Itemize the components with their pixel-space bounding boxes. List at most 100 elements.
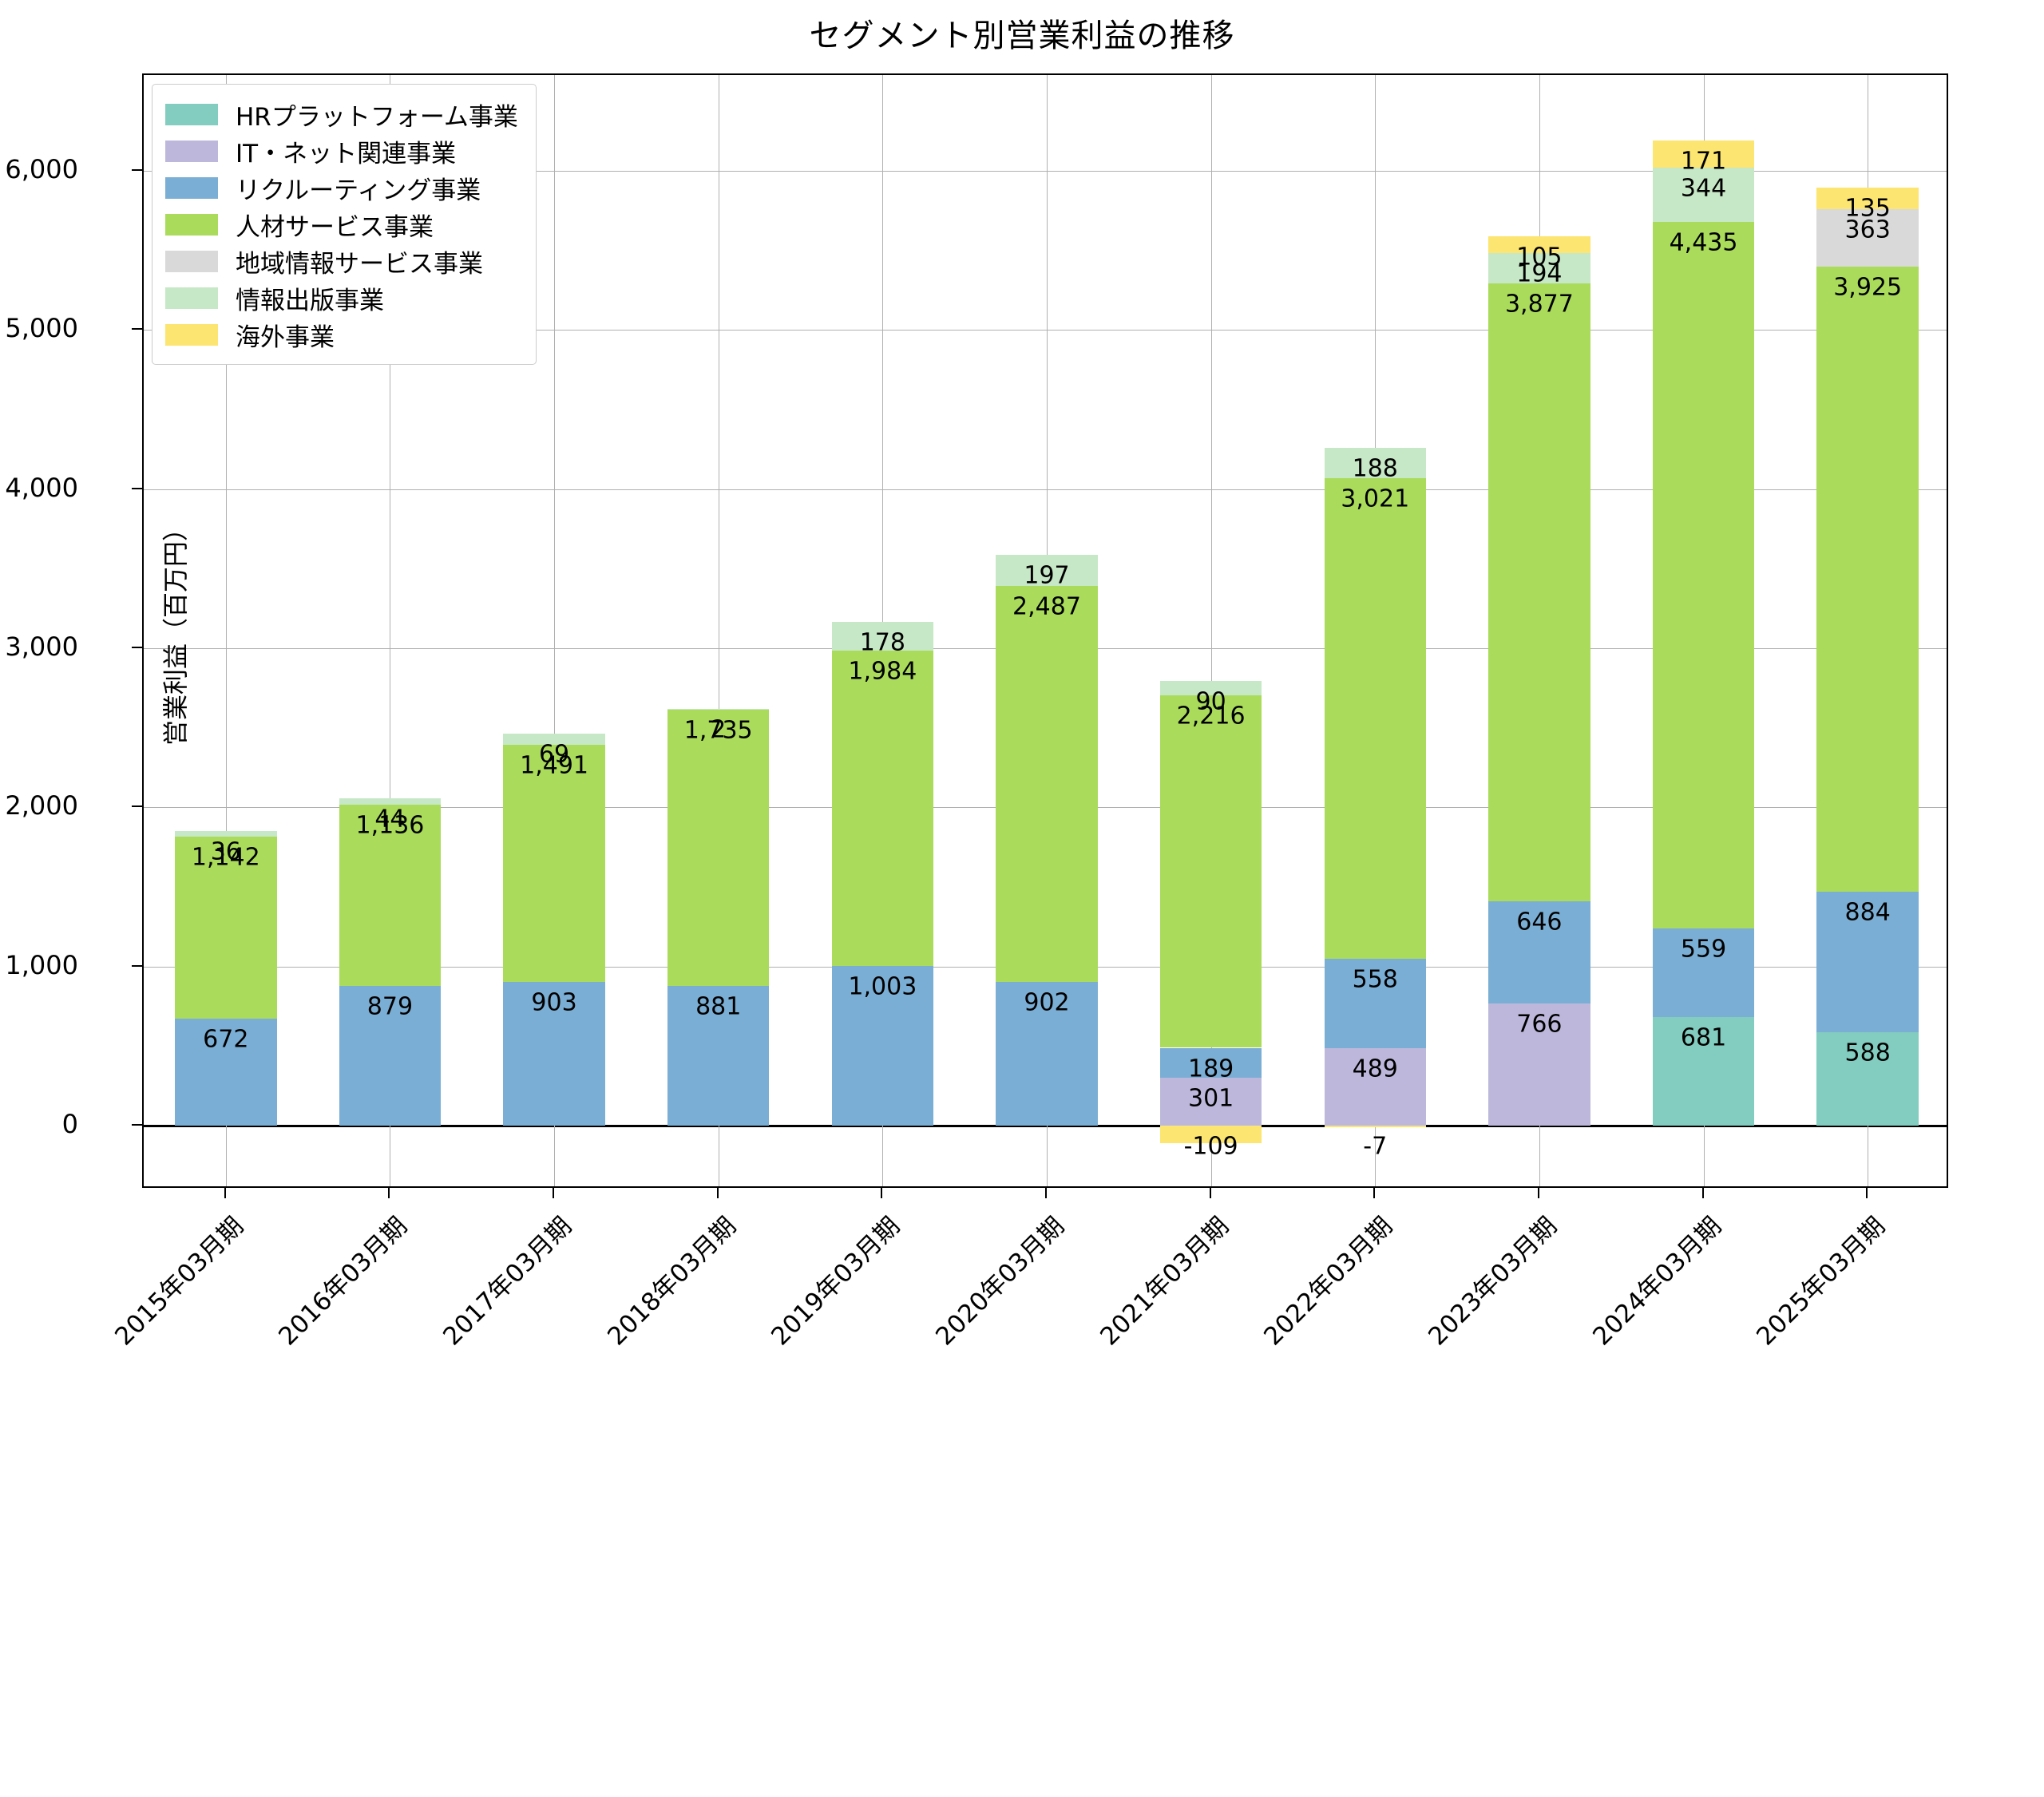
bar-segment[interactable]	[1159, 1078, 1262, 1126]
bar-group[interactable]: 489 558 3,021 188 -7	[1324, 75, 1426, 1186]
bar-group[interactable]: 301 189 2,216 90 -109	[1159, 75, 1262, 1186]
bar-segment[interactable]	[1324, 959, 1426, 1048]
bar-segment[interactable]	[1159, 1047, 1262, 1079]
bar-segment[interactable]	[1488, 900, 1590, 1004]
x-axis-tick-mark	[1373, 1188, 1376, 1198]
legend-item[interactable]: HRプラットフォーム事業	[165, 96, 518, 133]
x-axis-tick-mark	[1866, 1188, 1868, 1198]
x-axis-tick-label: 2023年03月期	[1423, 1211, 1563, 1352]
bar-segment[interactable]	[1488, 1003, 1590, 1126]
bar-segment[interactable]	[996, 555, 1098, 587]
x-axis-tick-label: 2019年03月期	[766, 1211, 906, 1352]
bar-segment[interactable]	[1652, 140, 1755, 168]
x-axis-tick-mark	[716, 1188, 719, 1198]
legend-item-label: 人材サービス事業	[236, 212, 434, 242]
bar-segment[interactable]	[996, 586, 1098, 983]
legend-item[interactable]: 海外事業	[165, 316, 518, 353]
x-axis-tick-mark	[224, 1188, 226, 1198]
bar-segment[interactable]	[831, 650, 934, 967]
page-title: セグメント別営業利益の推移	[809, 18, 1235, 54]
bar-group[interactable]: 902 2,487 197	[996, 75, 1098, 1186]
bar-value-label: -7	[1363, 1132, 1388, 1161]
bar-segment[interactable]	[667, 709, 770, 986]
x-axis-tick-label: 2020年03月期	[930, 1211, 1071, 1352]
bar-segment[interactable]	[1324, 448, 1426, 478]
bar-group[interactable]: 1,003 1,984 178	[831, 75, 934, 1186]
legend-item[interactable]: 地域情報サービス事業	[165, 243, 518, 279]
bar-segment[interactable]	[996, 982, 1098, 1126]
bar-segment[interactable]	[831, 966, 934, 1126]
bar-segment[interactable]	[1652, 928, 1755, 1018]
bar-segment[interactable]	[1488, 252, 1590, 284]
legend-color-swatch	[165, 250, 218, 272]
y-axis-tick-mark	[132, 168, 142, 171]
gridline-horizontal	[144, 489, 1947, 490]
x-axis-tick-mark	[1209, 1188, 1211, 1198]
y-axis-tick-label: 3,000	[5, 631, 78, 662]
bar-group[interactable]: 766 646 3,877 194 105	[1488, 75, 1590, 1186]
bar-segment[interactable]	[1488, 236, 1590, 253]
y-axis-tick-label: 5,000	[5, 313, 78, 344]
bar-segment[interactable]	[339, 798, 442, 805]
bar-segment[interactable]	[503, 734, 605, 745]
bar-segment[interactable]	[1652, 167, 1755, 223]
legend-color-swatch	[165, 323, 218, 346]
x-axis-tick-mark	[1701, 1188, 1704, 1198]
legend-item-label: 情報出版事業	[236, 286, 384, 315]
y-axis-tick-mark	[132, 1124, 142, 1126]
y-axis-tick-label: 1,000	[5, 949, 78, 980]
y-axis-tick-mark	[132, 646, 142, 648]
legend-item[interactable]: IT・ネット関連事業	[165, 133, 518, 169]
y-axis-tick-mark	[132, 328, 142, 331]
x-axis-tick-mark	[881, 1188, 883, 1198]
bar-segment[interactable]	[175, 837, 277, 1019]
y-axis-tick-mark	[132, 964, 142, 967]
gridline-vertical	[1210, 75, 1212, 1186]
bar-segment[interactable]	[1159, 1126, 1262, 1143]
y-axis-tick-label: 6,000	[5, 153, 78, 184]
x-axis-tick-label: 2022年03月期	[1258, 1211, 1399, 1352]
bar-segment[interactable]	[667, 709, 770, 710]
bar-group[interactable]: 588 884 3,925 363 135	[1816, 75, 1919, 1186]
y-axis-tick-label: 2,000	[5, 790, 78, 821]
bar-segment[interactable]	[1652, 222, 1755, 928]
gridline-horizontal	[144, 330, 1947, 331]
bar-segment[interactable]	[503, 982, 605, 1126]
bar-segment[interactable]	[1652, 1017, 1755, 1126]
x-axis-tick-mark	[1045, 1188, 1047, 1198]
chart-legend: HRプラットフォーム事業 IT・ネット関連事業 リクルーティング事業人材サービス事業…	[152, 84, 537, 365]
legend-item[interactable]: リクルーティング事業	[165, 169, 518, 206]
bar-segment[interactable]	[1816, 208, 1919, 267]
bar-segment[interactable]	[1324, 1047, 1426, 1126]
y-axis-label: 営業利益（百万円）	[160, 516, 191, 746]
bar-group[interactable]: 881 1,735 2	[667, 75, 770, 1186]
y-axis-tick-mark	[132, 805, 142, 808]
gridline-vertical	[225, 75, 227, 1186]
gridline-horizontal	[144, 170, 1947, 172]
bar-segment[interactable]	[1816, 891, 1919, 1032]
y-axis-tick-label: 4,000	[5, 472, 78, 503]
bar-segment[interactable]	[1159, 695, 1262, 1048]
zero-axis-line	[144, 1125, 1947, 1128]
legend-item[interactable]: 情報出版事業	[165, 279, 518, 316]
bar-segment[interactable]	[339, 985, 442, 1126]
legend-item[interactable]: 人材サービス事業	[165, 206, 518, 243]
bar-segment[interactable]	[339, 805, 442, 986]
legend-color-swatch	[165, 103, 218, 125]
bar-segment[interactable]	[1816, 266, 1919, 892]
x-axis-tick-label: 2025年03月期	[1751, 1211, 1891, 1352]
bar-segment[interactable]	[1816, 1031, 1919, 1126]
x-axis-tick-mark	[388, 1188, 390, 1198]
bar-segment[interactable]	[1159, 680, 1262, 695]
bar-segment[interactable]	[175, 831, 277, 837]
legend-item-label: 海外事業	[236, 323, 335, 352]
bar-segment[interactable]	[667, 985, 770, 1126]
bar-segment[interactable]	[503, 744, 605, 983]
bar-group[interactable]: 681 559 4,435 344 171	[1652, 75, 1755, 1186]
bar-segment[interactable]	[1816, 187, 1919, 209]
bar-segment[interactable]	[1488, 283, 1590, 901]
bar-segment[interactable]	[175, 1019, 277, 1126]
x-axis-tick-mark	[1537, 1188, 1539, 1198]
bar-segment[interactable]	[1324, 477, 1426, 960]
bar-segment[interactable]	[831, 622, 934, 651]
